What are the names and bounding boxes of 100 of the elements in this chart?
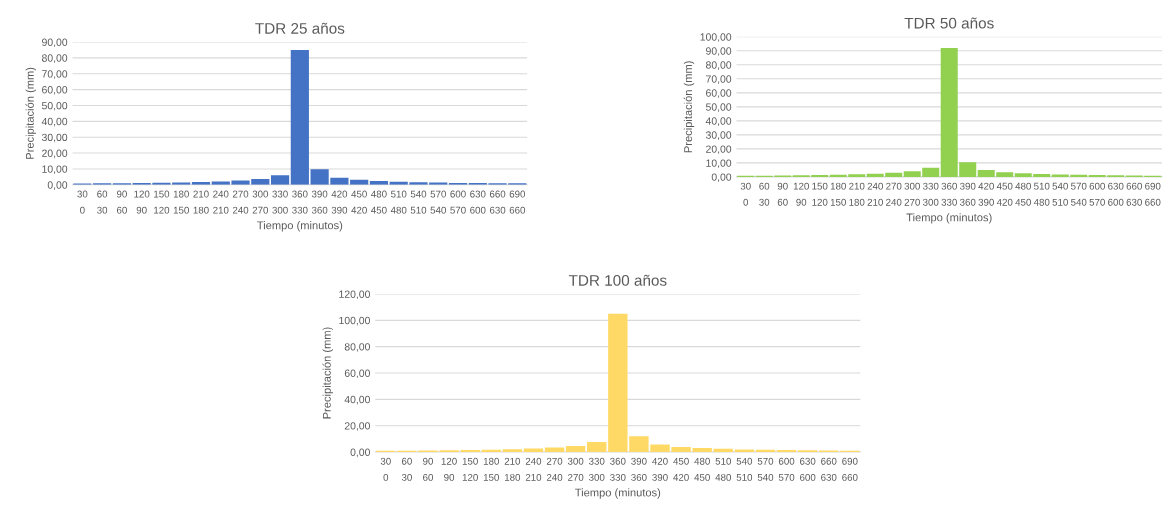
x-tick-label: 60 30 <box>759 182 770 206</box>
x-tick-label: 630 600 <box>800 457 816 481</box>
y-tick-label: 50,00 <box>41 101 68 111</box>
y-tick-label: 80,00 <box>706 61 732 70</box>
x-tick-label: 120 90 <box>134 190 150 214</box>
x-tick-label: 450 420 <box>673 457 689 481</box>
x-tick-label: 150 120 <box>154 190 170 214</box>
x-tick-label: 330 300 <box>588 457 605 481</box>
x-tick-label: 60 30 <box>401 457 412 481</box>
x-tick-label: 450 420 <box>351 190 367 214</box>
y-tick-label: 100,00 <box>700 33 732 42</box>
y-tick-label: 40,00 <box>344 395 370 405</box>
y-tick-label: 40,00 <box>41 117 68 127</box>
bar <box>734 449 755 453</box>
y-axis-title: Precipitación (mm) <box>25 67 36 159</box>
x-tick-label: 90 60 <box>777 182 788 206</box>
bar <box>290 49 309 185</box>
y-tick-label: 40,00 <box>705 117 732 126</box>
y-axis-title: Precipitación (mm) <box>322 327 333 419</box>
x-tick-label: 90 60 <box>423 457 434 481</box>
y-tick-label: 80,00 <box>42 54 68 63</box>
y-tick-label: 10,00 <box>706 159 732 169</box>
x-tick-label: 480 450 <box>694 457 710 481</box>
x-tick-label: 600 570 <box>778 457 795 481</box>
x-tick-label: 360 330 <box>941 182 957 206</box>
x-tick-label: 450 420 <box>996 182 1013 206</box>
x-tick-label: 180 150 <box>173 190 189 214</box>
x-tick-label: 330 300 <box>922 182 939 206</box>
x-tick-label: 540 510 <box>410 190 427 214</box>
x-tick-label: 510 480 <box>1033 182 1050 206</box>
x-tick-label: 660 630 <box>821 457 837 481</box>
y-tick-label: 90,00 <box>706 47 732 56</box>
x-tick-label: 240 210 <box>213 190 229 214</box>
chart-title: TDR 25 años <box>255 22 345 34</box>
x-tick-label: 570 540 <box>1071 182 1087 206</box>
y-tick-label: 70,00 <box>42 70 68 79</box>
x-tick-label: 30 0 <box>380 457 391 481</box>
y-tick-label: 20,00 <box>42 149 68 159</box>
x-tick-label: 540 510 <box>1052 182 1068 206</box>
x-tick-label: 180 150 <box>830 182 846 206</box>
x-axis-title: Tiempo (minutos) <box>906 213 992 224</box>
x-tick-label: 390 360 <box>959 182 976 206</box>
x-tick-label: 690 660 <box>1145 182 1161 206</box>
x-tick-label: 360 330 <box>292 190 308 214</box>
x-tick-label: 630 600 <box>470 190 486 214</box>
x-tick-label: 690 660 <box>842 457 858 481</box>
y-tick-label: 60,00 <box>706 89 732 98</box>
x-tick-label: 480 450 <box>1015 182 1031 206</box>
x-tick-label: 270 240 <box>232 190 249 214</box>
x-tick-label: 270 240 <box>886 182 902 206</box>
y-tick-label: 30,00 <box>41 133 68 143</box>
x-tick-label: 30 0 <box>740 182 751 206</box>
x-tick-label: 300 270 <box>252 190 269 214</box>
x-tick-label: 90 60 <box>116 190 127 214</box>
y-tick-label: 50,00 <box>705 103 732 112</box>
x-tick-label: 570 540 <box>757 457 774 481</box>
x-tick-label: 330 300 <box>272 190 288 214</box>
x-tick-label: 120 90 <box>793 182 809 206</box>
x-tick-label: 180 150 <box>483 457 499 481</box>
y-tick-label: 90,00 <box>42 38 68 48</box>
y-tick-label: 60,00 <box>42 86 68 95</box>
bar <box>565 445 586 453</box>
x-tick-label: 150 120 <box>812 182 828 206</box>
x-tick-label: 600 570 <box>1089 182 1105 206</box>
chart-title: TDR 100 años <box>568 274 667 286</box>
x-tick-label: 540 510 <box>736 457 753 481</box>
bar <box>713 448 733 453</box>
x-axis-title: Tiempo (minutos) <box>257 221 343 232</box>
x-tick-label: 570 540 <box>430 190 446 214</box>
x-tick-label: 270 240 <box>546 457 563 481</box>
x-tick-label: 210 180 <box>504 457 521 481</box>
x-tick-label: 360 330 <box>610 457 626 481</box>
y-tick-label: 0,00 <box>711 173 732 183</box>
y-tick-label: 30,00 <box>705 131 732 140</box>
y-axis-title: Precipitación (mm) <box>683 61 695 153</box>
bar <box>270 175 290 185</box>
chart-title: TDR 50 años <box>904 17 994 29</box>
y-tick-label: 80,00 <box>344 343 370 352</box>
x-tick-label: 660 630 <box>489 190 506 214</box>
x-tick-label: 420 390 <box>331 190 348 214</box>
y-tick-label: 70,00 <box>706 75 732 84</box>
x-tick-label: 120 90 <box>441 457 457 481</box>
x-axis-title: Tiempo (minutos) <box>575 488 661 499</box>
x-tick-label: 510 480 <box>390 190 407 214</box>
x-tick-label: 690 660 <box>509 190 526 214</box>
bar <box>502 449 523 453</box>
x-tick-label: 240 210 <box>867 182 883 206</box>
x-tick-label: 300 270 <box>904 182 920 206</box>
x-tick-label: 390 360 <box>311 190 328 214</box>
x-tick-label: 510 480 <box>715 457 732 481</box>
y-tick-label: 120,00 <box>339 290 370 300</box>
x-tick-label: 300 270 <box>567 457 584 481</box>
y-tick-label: 20,00 <box>344 422 370 431</box>
y-tick-label: 10,00 <box>42 165 68 175</box>
x-tick-label: 630 600 <box>1108 182 1124 206</box>
x-tick-label: 390 360 <box>631 457 647 481</box>
x-tick-label: 600 570 <box>450 190 466 214</box>
x-tick-label: 60 30 <box>97 190 108 214</box>
x-tick-label: 420 390 <box>652 457 668 481</box>
y-tick-label: 20,00 <box>706 145 732 154</box>
